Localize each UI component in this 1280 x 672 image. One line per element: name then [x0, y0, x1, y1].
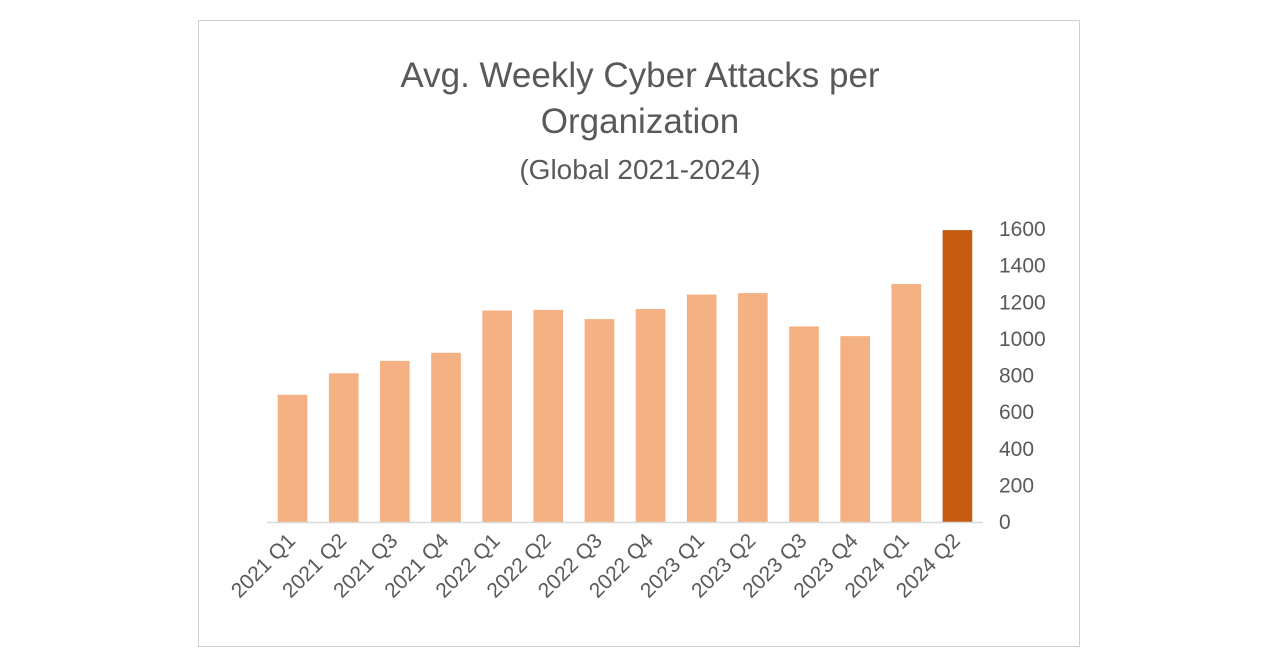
y-tick-label: 0 — [999, 511, 1011, 534]
bar-2022-q4 — [635, 309, 666, 522]
chart-subtitle: (Global 2021-2024) — [519, 154, 760, 185]
chart-title-line-1: Avg. Weekly Cyber Attacks per — [400, 56, 880, 95]
bar-2021-q1 — [277, 394, 308, 522]
bar-2021-q4 — [431, 352, 461, 522]
chart-title-line-2: Organization — [541, 102, 739, 141]
bar-2021-q3 — [380, 360, 410, 522]
bar-2023-q4 — [840, 336, 870, 522]
y-tick-label: 1400 — [999, 255, 1046, 278]
bar-2023-q2 — [738, 293, 768, 522]
bar-2024-q2 — [942, 230, 973, 522]
bar-2024-q1 — [891, 283, 922, 522]
bars-group — [277, 230, 973, 522]
bar-2023-q1 — [686, 294, 717, 522]
chart-frame: Avg. Weekly Cyber Attacks per Organizati… — [198, 20, 1080, 647]
y-tick-label: 1200 — [999, 291, 1046, 314]
y-axis-ticks: 0 200 400 600 800 1000 1200 1400 1600 — [999, 218, 1046, 534]
bar-2022-q3 — [584, 319, 615, 522]
bar-2022-q2 — [533, 309, 564, 522]
y-tick-label: 1000 — [999, 328, 1046, 351]
bar-2022-q1 — [482, 310, 512, 522]
y-tick-label: 200 — [999, 474, 1034, 497]
y-tick-label: 1600 — [999, 218, 1046, 241]
y-tick-label: 600 — [999, 401, 1034, 424]
bar-chart: Avg. Weekly Cyber Attacks per Organizati… — [227, 56, 1046, 603]
y-tick-label: 800 — [999, 365, 1034, 388]
bar-2023-q3 — [789, 326, 819, 522]
y-tick-label: 400 — [999, 438, 1034, 461]
bar-2021-q2 — [328, 373, 359, 522]
